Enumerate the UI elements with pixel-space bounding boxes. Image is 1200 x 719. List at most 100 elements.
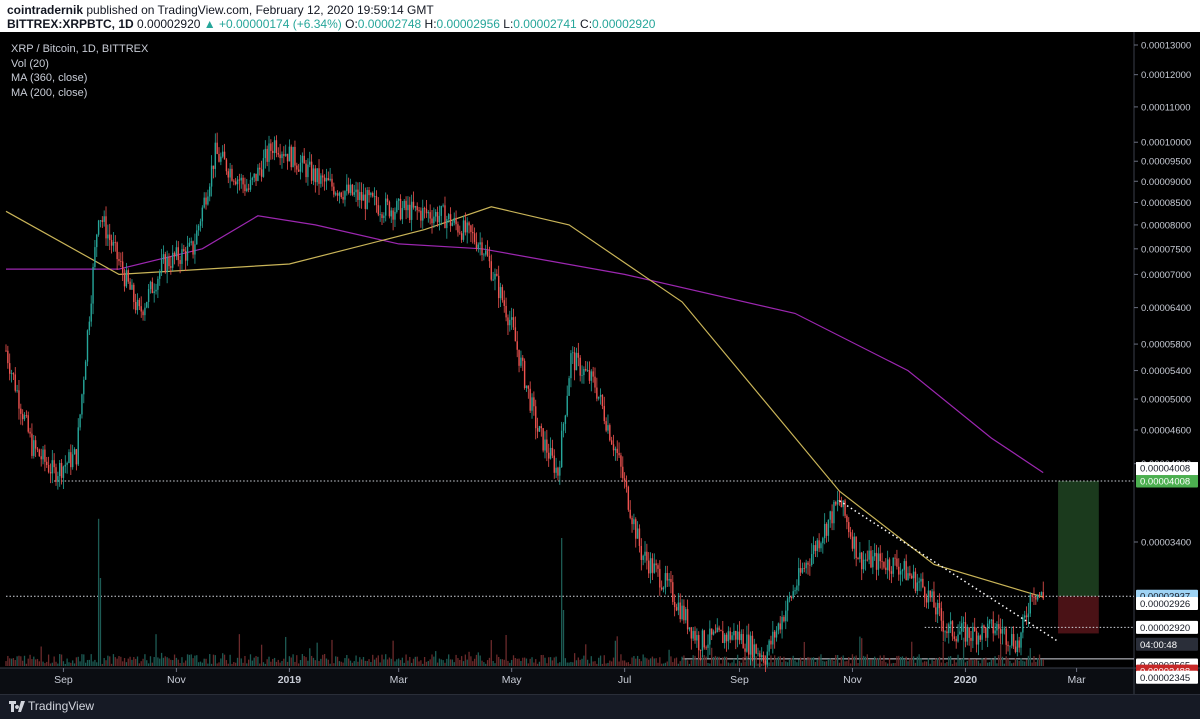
candle-body <box>959 631 961 635</box>
volume-bar <box>468 651 470 666</box>
candle-body <box>412 201 415 208</box>
volume-bar <box>505 634 507 666</box>
volume-bar <box>503 659 505 666</box>
volume-bar <box>409 656 411 666</box>
candle-body <box>338 192 341 196</box>
candle-body <box>71 454 74 468</box>
volume-bar <box>325 658 328 666</box>
candle-body <box>46 461 48 465</box>
candle-body <box>29 431 31 434</box>
volume-bar <box>255 656 257 666</box>
volume-bar <box>999 643 1002 666</box>
volume-bar <box>360 659 363 666</box>
candle-body <box>583 369 585 376</box>
legend-symbol[interactable]: XRP / Bitcoin, 1D, BITTREX <box>11 43 149 55</box>
open-label: O: <box>345 17 358 31</box>
price-tag-plain-bg <box>1136 670 1198 684</box>
volume-bar <box>423 657 426 666</box>
close-label: C: <box>580 17 593 31</box>
volume-bar <box>407 660 409 666</box>
candle-body <box>59 462 61 477</box>
author-name[interactable]: cointradernik <box>7 3 84 17</box>
candle-body <box>688 627 691 630</box>
candle-body <box>553 455 555 473</box>
candle-body <box>14 374 16 391</box>
volume-bar <box>173 654 176 666</box>
volume-bar <box>796 662 798 666</box>
volume-bar <box>962 637 965 666</box>
volume-bar <box>70 662 72 666</box>
candle-body <box>911 575 913 579</box>
legend-ma-200[interactable]: MA (200, close) <box>11 86 88 99</box>
candle-body <box>322 175 324 178</box>
volume-bar <box>629 663 631 666</box>
volume-bar <box>666 661 668 666</box>
volume-bar <box>716 656 718 666</box>
volume-bar <box>546 663 548 666</box>
candle-body <box>957 634 959 642</box>
volume-bar <box>536 663 539 666</box>
volume-bar <box>725 656 728 666</box>
volume-bar <box>549 657 552 666</box>
candle-body <box>994 630 996 634</box>
candle-body <box>757 653 759 655</box>
volume-bar <box>944 663 946 666</box>
volume-bar <box>985 657 987 666</box>
volume-bar <box>559 662 561 666</box>
volume-bar <box>770 655 772 666</box>
candle-body <box>1038 594 1041 596</box>
candle-body <box>677 602 680 611</box>
candle-body <box>733 630 735 636</box>
legend-ma-360[interactable]: MA (360, close) <box>11 72 88 84</box>
candle-body <box>1022 617 1024 633</box>
candle-body <box>546 439 548 453</box>
candle-body <box>494 273 496 280</box>
volume-bar <box>210 663 213 666</box>
volume-bar <box>38 661 40 666</box>
volume-bar <box>153 656 155 666</box>
candle-body <box>507 317 509 326</box>
candle-body <box>453 217 455 223</box>
volume-bar <box>940 662 943 666</box>
candle-body <box>710 628 713 635</box>
candle-body <box>429 212 431 219</box>
candle-body <box>557 467 559 476</box>
price-tag-time: 04:00:48 <box>1140 640 1177 651</box>
legend-volume[interactable]: Vol (20) <box>11 57 49 70</box>
volume-bar <box>1012 662 1015 666</box>
candle-body <box>277 152 279 155</box>
candle-body <box>103 216 105 222</box>
candle-body <box>922 578 924 588</box>
candle-body <box>294 146 296 166</box>
volume-bar <box>927 658 930 666</box>
candle-body <box>670 579 672 583</box>
price-chart[interactable]: 0.00013000 0.00012000 0.00011000 0.00010000… <box>0 32 1200 694</box>
stop-zone <box>1058 596 1099 634</box>
volume-bar <box>227 663 229 666</box>
volume-bar <box>601 663 604 666</box>
candle-body <box>705 647 707 649</box>
candle-body <box>101 220 104 222</box>
volume-bar <box>401 657 404 666</box>
footer-brand[interactable]: TradingView <box>28 699 95 713</box>
candle-body <box>218 153 220 162</box>
candle-body <box>801 568 804 573</box>
volume-bar <box>488 657 491 666</box>
volume-bar <box>564 658 567 666</box>
candle-body <box>588 370 591 381</box>
volume-bar <box>538 661 541 666</box>
candle-body <box>238 179 241 181</box>
target-zone <box>1058 481 1099 597</box>
volume-bar <box>755 656 757 666</box>
candle-body <box>846 515 848 523</box>
volume-bar <box>172 660 174 666</box>
candle-body <box>107 234 109 239</box>
candle-body <box>731 635 733 640</box>
candle-body <box>844 500 846 516</box>
candle-body <box>533 397 535 407</box>
candle-body <box>807 562 809 565</box>
volume-bar <box>420 660 422 666</box>
volume-bar <box>649 658 652 666</box>
volume-bar <box>7 655 9 666</box>
volume-bar <box>709 663 711 666</box>
